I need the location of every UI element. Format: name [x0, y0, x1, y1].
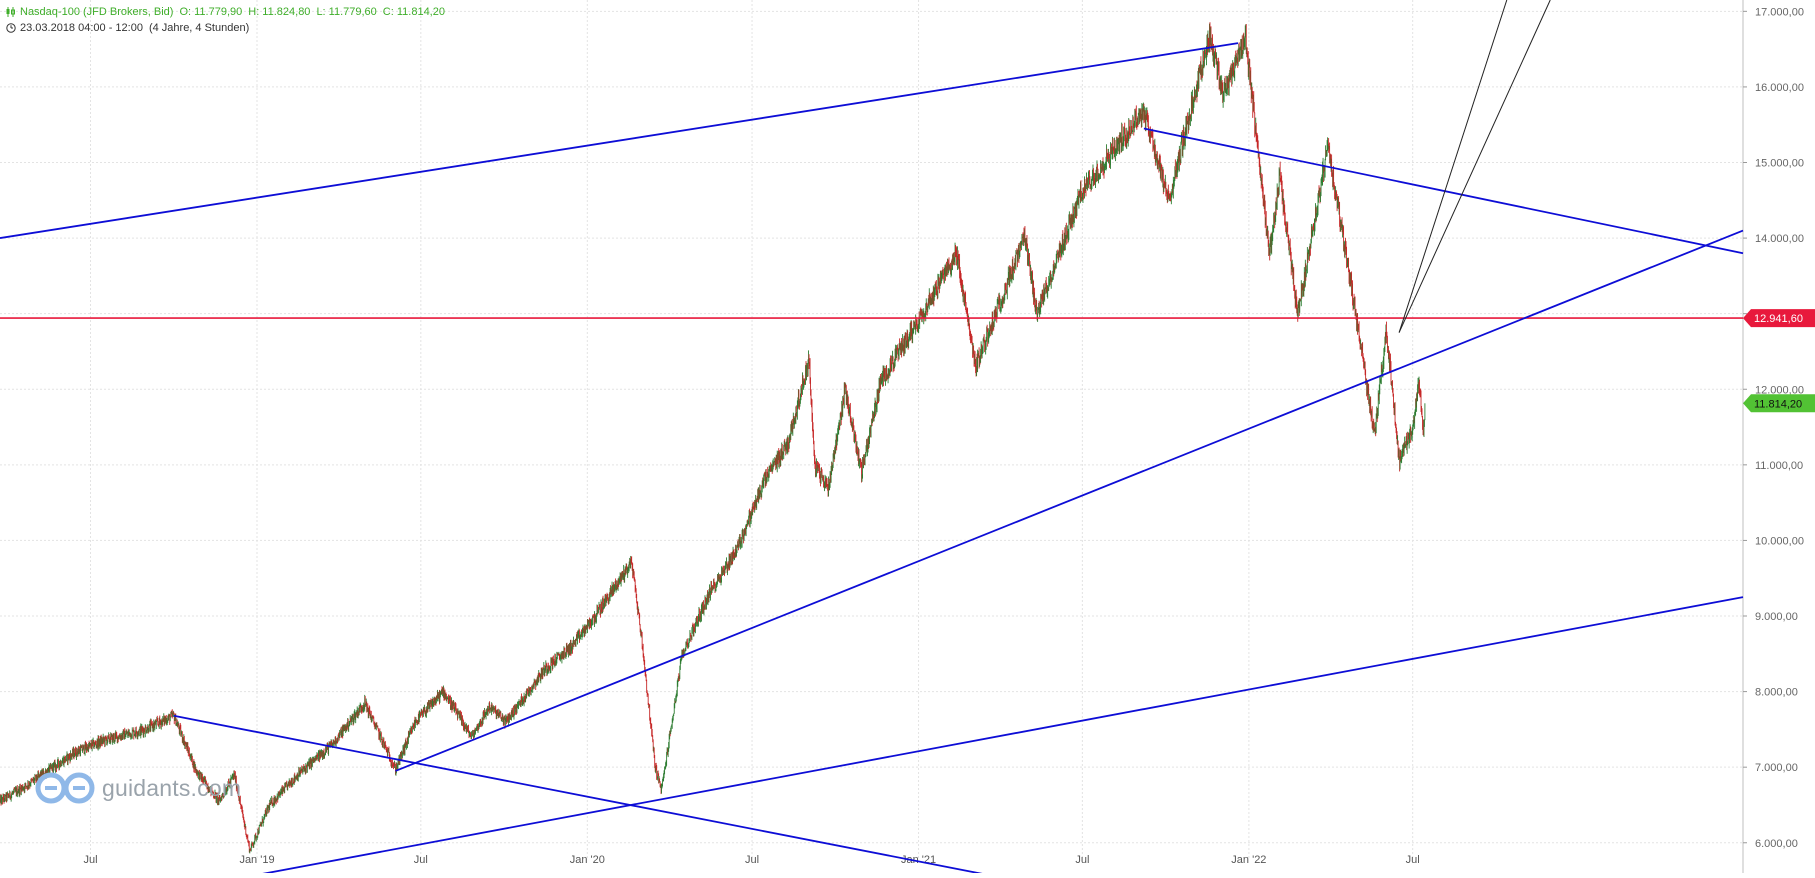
trendline — [0, 42, 1239, 239]
x-tick-label: Jan '19 — [239, 854, 274, 866]
y-tick-label: 15.000,00 — [1755, 158, 1804, 170]
y-tick-label: 10.000,00 — [1755, 535, 1804, 547]
y-tick-label: 9.000,00 — [1755, 611, 1798, 623]
y-tick-label: 14.000,00 — [1755, 233, 1804, 245]
low-value: L: 11.779,60 — [316, 6, 377, 18]
close-value: C: 11.814,20 — [382, 6, 445, 18]
last-price-label: 11.814,20 — [1754, 398, 1802, 410]
clock-icon — [6, 23, 16, 37]
logo-mark-icon — [35, 772, 95, 804]
y-tick-label: 11.000,00 — [1755, 460, 1803, 472]
trendline — [1143, 127, 1744, 255]
period-header: 23.03.2018 04:00 - 12:00 (4 Jahre, 4 Stun… — [6, 21, 255, 37]
y-tick-label: 12.000,00 — [1755, 384, 1804, 396]
logo-wordmark: guidants.com — [102, 774, 242, 801]
last-price-badge — [1743, 394, 1815, 413]
level-badge-label: 12.941,60 — [1754, 313, 1803, 325]
x-tick-label: Jan '22 — [1231, 854, 1266, 866]
x-tick-label: Jul — [83, 854, 97, 866]
x-tick-label: Jul — [1406, 854, 1420, 866]
y-tick-label: 16.000,00 — [1755, 82, 1804, 94]
instrument-name: Nasdaq-100 (JFD Brokers, Bid) — [20, 6, 174, 18]
projection-line — [1398, 0, 1508, 333]
y-tick-label: 8.000,00 — [1755, 687, 1798, 699]
y-tick-label: 6.000,00 — [1755, 838, 1798, 850]
high-value: H: 11.824,80 — [248, 6, 311, 18]
trendline — [235, 596, 1744, 878]
candlestick-icon — [6, 7, 16, 21]
projection-line — [1398, 0, 1551, 333]
y-tick-label: 17.000,00 — [1755, 6, 1804, 18]
x-tick-label: Jul — [745, 854, 759, 866]
trendline — [173, 714, 1009, 878]
x-tick-label: Jul — [1075, 854, 1089, 866]
trendline — [395, 229, 1744, 772]
x-tick-label: Jul — [414, 854, 428, 866]
guidants-logo: guidants.com — [34, 771, 241, 805]
x-tick-label: Jan '20 — [570, 854, 605, 866]
level-badge — [1743, 309, 1815, 328]
ohlc-header: Nasdaq-100 (JFD Brokers, Bid) O: 11.779,9… — [6, 5, 451, 21]
y-tick-label: 7.000,00 — [1755, 762, 1798, 774]
open-value: O: 11.779,90 — [179, 6, 243, 18]
period-span: (4 Jahre, 4 Stunden) — [148, 22, 250, 34]
period-range: 23.03.2018 04:00 - 12:00 — [20, 22, 143, 34]
